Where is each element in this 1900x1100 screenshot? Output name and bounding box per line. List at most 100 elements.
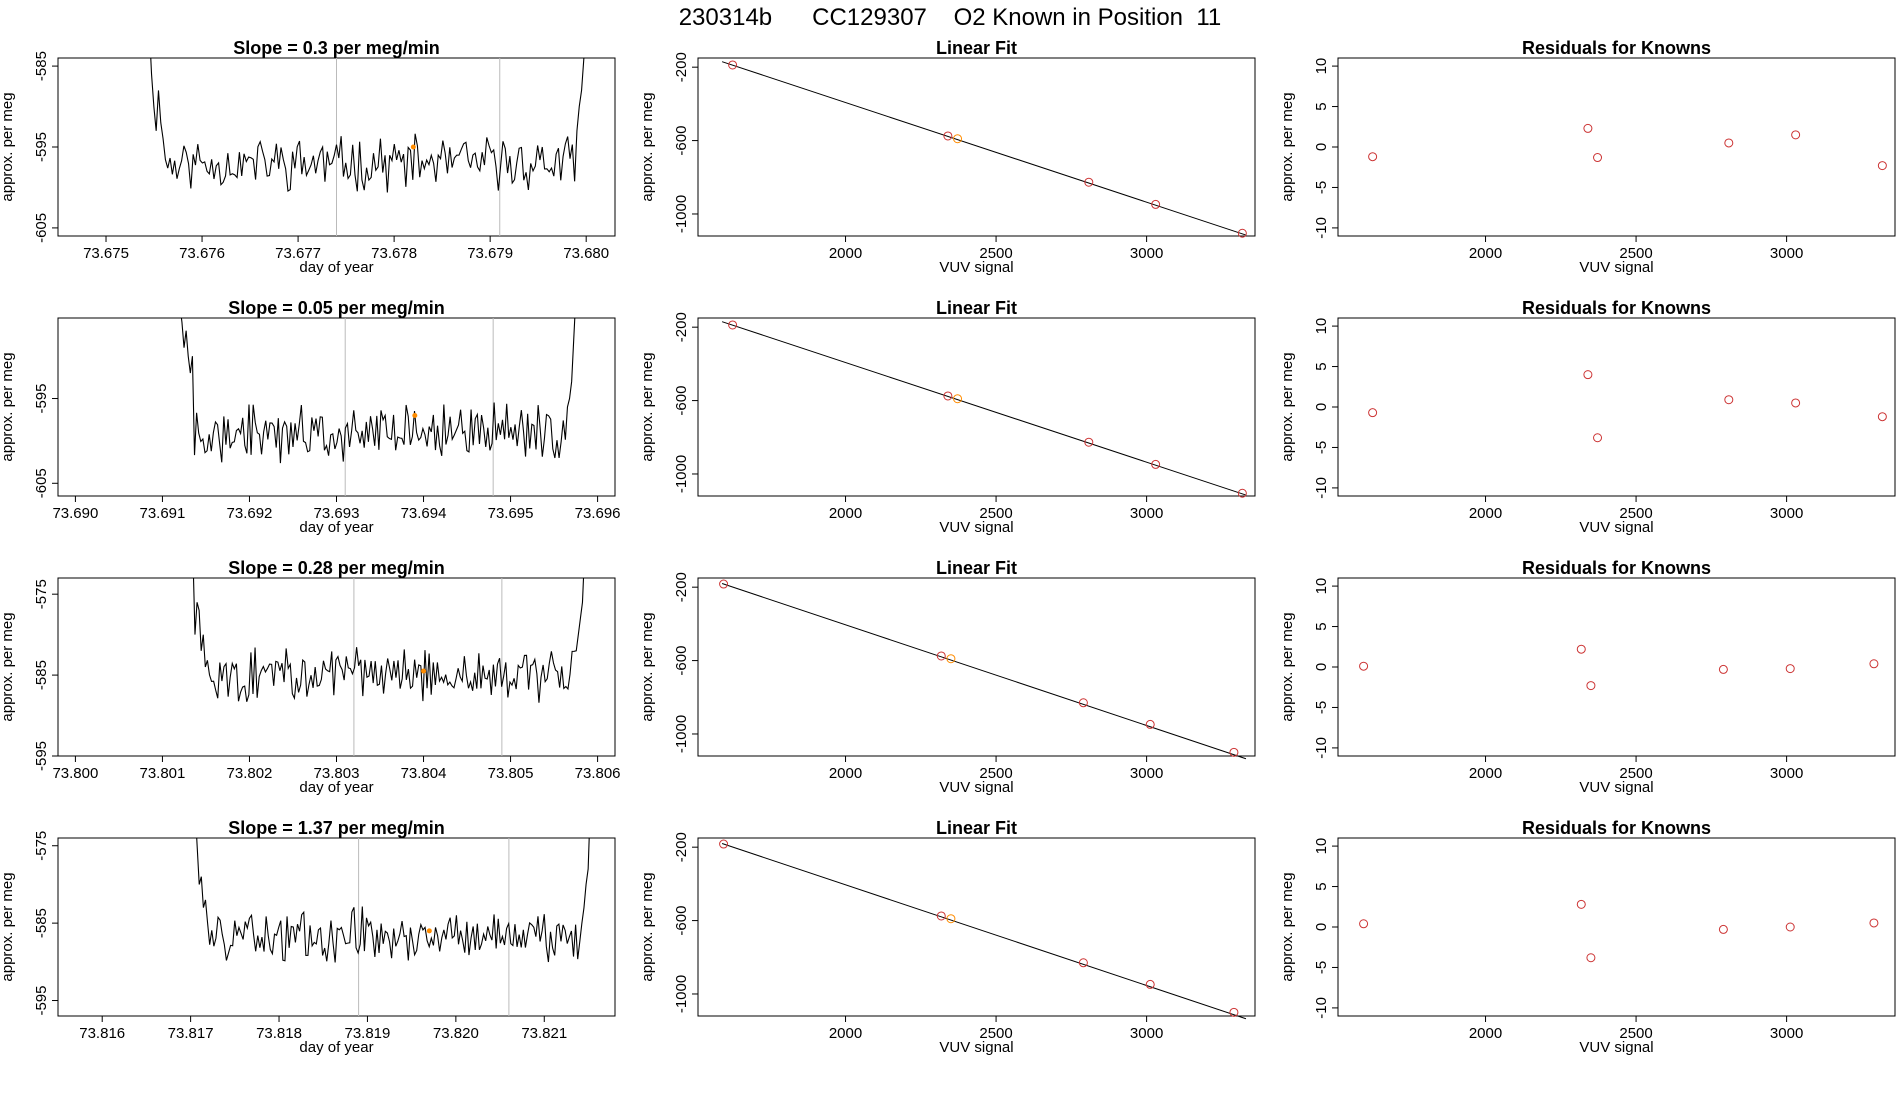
row1-time-plot-ytick-label: -605	[33, 213, 50, 243]
row2-time-plot-ytick-label: -605	[33, 468, 50, 498]
row1-fit-plot: Linear Fit VUV signal approx. per meg 2000 2…	[639, 38, 1256, 276]
row3-time-plot-series-line	[192, 578, 585, 703]
row2-residual-plot-point	[1368, 408, 1378, 418]
row1-residual-plot-ylabel: approx. per meg	[1279, 92, 1296, 201]
row4-residual-plot-xtick-label: 2000	[1469, 1025, 1502, 1042]
row1-time-plot-title: Slope = 0.3 per meg/min	[233, 38, 440, 58]
row2-residual-plot-frame	[1337, 317, 1896, 497]
row3-fit-plot-point	[1145, 719, 1155, 729]
row1-residual-plot-ytick-label: 10	[1313, 58, 1330, 75]
row2-residual-plot-point	[1791, 398, 1801, 408]
row3-time-plot-frame	[57, 577, 616, 757]
row3-time-plot-ytick-label: -585	[33, 660, 50, 690]
row3-time-plot-xtick-label: 73.800	[52, 765, 98, 782]
row3-residual-plot-ylabel: approx. per meg	[1279, 612, 1296, 721]
row1-residual-plot-ytick-label: 5	[1313, 102, 1330, 110]
row4-fit-plot-point	[1078, 958, 1088, 968]
row4-fit-plot-ytick-label: -600	[673, 906, 690, 936]
row1-fit-plot-title: Linear Fit	[936, 38, 1017, 58]
row3-fit-plot-point	[1229, 747, 1239, 757]
row2-fit-plot: Linear Fit VUV signal approx. per meg 2000 2…	[639, 298, 1256, 536]
row1-residual-plot-ytick-label: -10	[1313, 217, 1330, 239]
row1-time-plot-xtick-label: 73.677	[275, 245, 321, 262]
row4-fit-plot-xlabel: VUV signal	[939, 1039, 1013, 1056]
row3-fit-plot-xlabel: VUV signal	[939, 779, 1013, 796]
row1-time-plot-xlabel: day of year	[299, 259, 373, 276]
row1-residual-plot-ytick-label: 0	[1313, 143, 1330, 151]
row4-fit-plot-xtick-label: 2000	[829, 1025, 862, 1042]
row1-residual-plot-xtick-label: 2500	[1619, 245, 1652, 262]
row3-residual-plot-xtick-label: 3000	[1770, 765, 1803, 782]
row1-fit-plot-point	[1084, 177, 1094, 187]
row3-fit-plot-xtick-label: 3000	[1130, 765, 1163, 782]
row2-fit-plot-point	[1237, 488, 1247, 498]
row4-residual-plot-xtick-label: 3000	[1770, 1025, 1803, 1042]
row1-residual-plot-point	[1791, 130, 1801, 140]
row4-residual-plot-ytick-label: -5	[1313, 961, 1330, 974]
row2-fit-plot-ytick-label: -600	[673, 386, 690, 416]
row2-residual-plot-xtick-label: 2000	[1469, 505, 1502, 522]
row2-fit-plot-point	[728, 320, 738, 330]
row2-time-plot-xlabel: day of year	[299, 519, 373, 536]
row4-fit-plot-ytick-label: -1000	[673, 975, 690, 1013]
row1-time-plot-series-line	[150, 58, 585, 193]
row1-fit-plot-xtick-label: 2500	[979, 245, 1012, 262]
row2-fit-plot-xtick-label: 2500	[979, 505, 1012, 522]
row1-time-plot-ylabel: approx. per meg	[0, 92, 16, 201]
row3-fit-plot-fit-line	[721, 583, 1247, 760]
row3-time-plot-ytick-label: -575	[33, 579, 50, 609]
row4-residual-plot-point	[1718, 924, 1728, 934]
row4-time-plot-xlabel: day of year	[299, 1039, 373, 1056]
row3-residual-plot-point	[1785, 664, 1795, 674]
row4-residual-plot-title: Residuals for Knowns	[1522, 818, 1711, 838]
row3-time-plot-highlight-point	[421, 668, 427, 674]
row4-fit-plot-point	[1229, 1007, 1239, 1017]
row2-fit-plot-ytick-label: -200	[673, 312, 690, 342]
row1-time-plot-ytick-label: -585	[33, 51, 50, 81]
row1-fit-plot-point	[1237, 228, 1247, 238]
row3-fit-plot: Linear Fit VUV signal approx. per meg 2000 2…	[639, 558, 1256, 796]
row2-fit-plot-xtick-label: 2000	[829, 505, 862, 522]
row1-time-plot-xtick-label: 73.675	[83, 245, 129, 262]
row2-fit-plot-xtick-label: 3000	[1130, 505, 1163, 522]
row2-fit-plot-ylabel: approx. per meg	[639, 352, 656, 461]
row1-residual-plot-xtick-label: 2000	[1469, 245, 1502, 262]
row1-time-plot-xtick-label: 73.679	[467, 245, 513, 262]
row3-fit-plot-ytick-label: -1000	[673, 715, 690, 753]
row4-residual-plot-ytick-label: 0	[1313, 923, 1330, 931]
row3-fit-plot-point	[719, 579, 729, 589]
row3-residual-plot-ytick-label: -10	[1313, 737, 1330, 759]
row4-time-plot-ytick-label: -585	[33, 908, 50, 938]
row3-time-plot-xlabel: day of year	[299, 779, 373, 796]
row4-fit-plot-ylabel: approx. per meg	[639, 872, 656, 981]
row3-residual-plot-frame	[1337, 577, 1896, 757]
row3-time-plot-xtick-label: 73.801	[139, 765, 185, 782]
row1-fit-plot-point	[943, 131, 953, 141]
row3-residual-plot-xtick-label: 2500	[1619, 765, 1652, 782]
row2-residual-plot-xlabel: VUV signal	[1579, 519, 1653, 536]
row2-fit-plot-point	[943, 391, 953, 401]
row1-fit-plot-ytick-label: -600	[673, 126, 690, 156]
row2-residual-plot-point	[1583, 370, 1593, 380]
row1-fit-plot-xtick-label: 3000	[1130, 245, 1163, 262]
row2-time-plot-xtick-label: 73.694	[401, 505, 447, 522]
row2-residual-plot-ytick-label: 10	[1313, 318, 1330, 335]
row3-time-plot-xtick-label: 73.803	[314, 765, 360, 782]
row2-time-plot: Slope = 0.05 per meg/min day of year appro…	[0, 298, 621, 536]
row1-residual-plot-point	[1724, 138, 1734, 148]
row1-residual-plot: Residuals for Knowns VUV signal approx. pe…	[1279, 38, 1896, 276]
row3-time-plot-xtick-label: 73.805	[488, 765, 534, 782]
row2-residual-plot-ytick-label: 0	[1313, 403, 1330, 411]
row4-residual-plot-frame	[1337, 837, 1896, 1017]
row4-time-plot: Slope = 1.37 per meg/min day of year appro…	[0, 818, 616, 1056]
row3-residual-plot-point	[1586, 681, 1596, 691]
row2-fit-plot-point	[953, 394, 963, 404]
row2-fit-plot-fit-line	[721, 321, 1247, 496]
row4-fit-plot-fit-line	[721, 843, 1247, 1020]
row1-fit-plot-xlabel: VUV signal	[939, 259, 1013, 276]
row1-fit-plot-frame	[697, 57, 1256, 237]
row4-time-plot-ylabel: approx. per meg	[0, 872, 16, 981]
row4-fit-plot-title: Linear Fit	[936, 818, 1017, 838]
row2-time-plot-ylabel: approx. per meg	[0, 352, 16, 461]
